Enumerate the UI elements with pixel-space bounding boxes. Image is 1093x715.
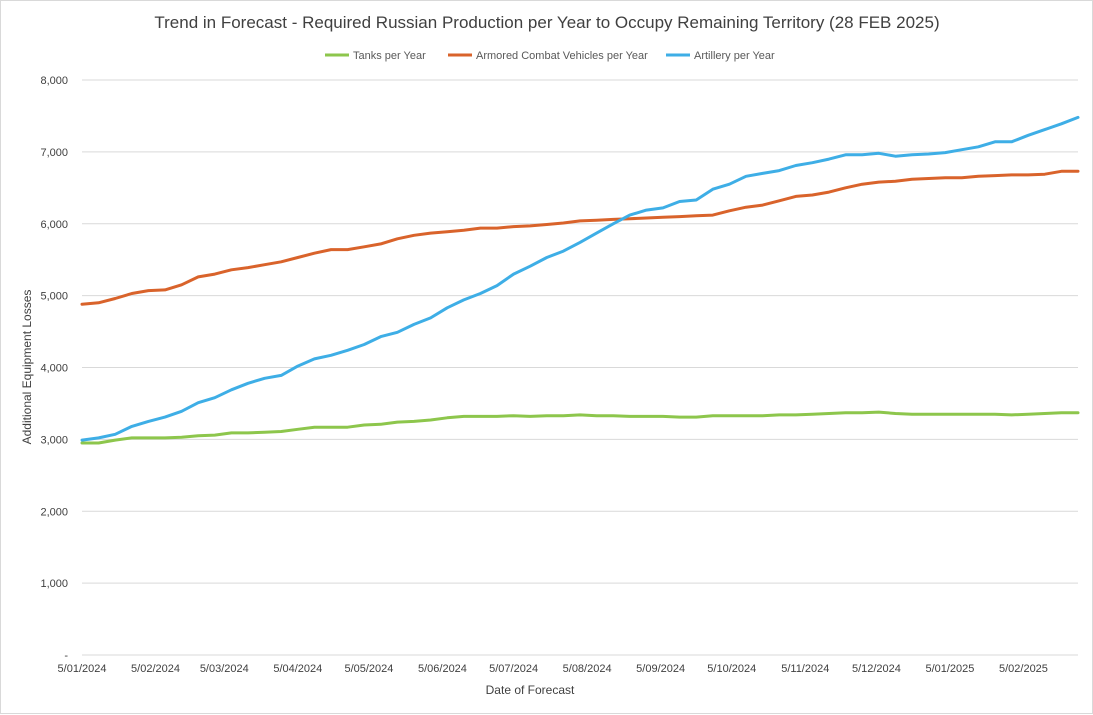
x-tick-label: 5/12/2024 (852, 663, 901, 675)
y-tick-label: 2,000 (40, 506, 68, 518)
x-tick-label: 5/11/2024 (781, 663, 829, 675)
x-tick-label: 5/02/2024 (131, 663, 180, 675)
series-line-3 (80, 115, 1080, 442)
series-line-2 (80, 169, 1080, 306)
legend: Tanks per Year Armored Combat Vehicles pe… (325, 50, 775, 62)
y-tick-label: 3,000 (40, 434, 68, 446)
x-tick-label: 5/05/2024 (344, 663, 393, 675)
x-axis-label: Date of Forecast (486, 683, 575, 697)
y-tick-label: 5,000 (40, 291, 68, 303)
x-tick-label: 5/08/2024 (563, 663, 612, 675)
y-tick-label: 8,000 (40, 75, 68, 87)
y-tick-label: 6,000 (40, 219, 68, 231)
x-axis-ticks: 5/01/2024 5/02/2024 5/03/2024 5/04/2024 5/05… (58, 663, 1048, 675)
x-tick-label: 5/06/2024 (418, 663, 467, 675)
series-lines (80, 115, 1080, 445)
y-tick-label: 4,000 (40, 363, 68, 375)
x-tick-label: 5/01/2025 (925, 663, 974, 675)
x-tick-label: 5/03/2024 (200, 663, 249, 675)
gridlines (82, 79, 1078, 584)
x-tick-label: 5/04/2024 (273, 663, 322, 675)
series-line-1 (80, 410, 1080, 445)
y-tick-label: - (64, 650, 68, 662)
y-axis-label: Additional Equipment Losses (20, 290, 34, 445)
chart-title: Trend in Forecast - Required Russian Pro… (154, 13, 939, 32)
legend-label: Tanks per Year (353, 50, 426, 62)
y-axis-ticks: - 1,000 2,000 3,000 4,000 5,000 6,000 7,000 8,00… (40, 75, 68, 662)
x-tick-label: 5/02/2025 (999, 663, 1048, 675)
legend-label: Armored Combat Vehicles per Year (476, 50, 648, 62)
y-tick-label: 1,000 (40, 578, 68, 590)
x-tick-label: 5/01/2024 (58, 663, 107, 675)
legend-label: Artillery per Year (694, 50, 775, 62)
x-tick-label: 5/07/2024 (489, 663, 538, 675)
x-tick-label: 5/09/2024 (636, 663, 685, 675)
y-tick-label: 7,000 (40, 147, 68, 159)
x-tick-label: 5/10/2024 (707, 663, 756, 675)
